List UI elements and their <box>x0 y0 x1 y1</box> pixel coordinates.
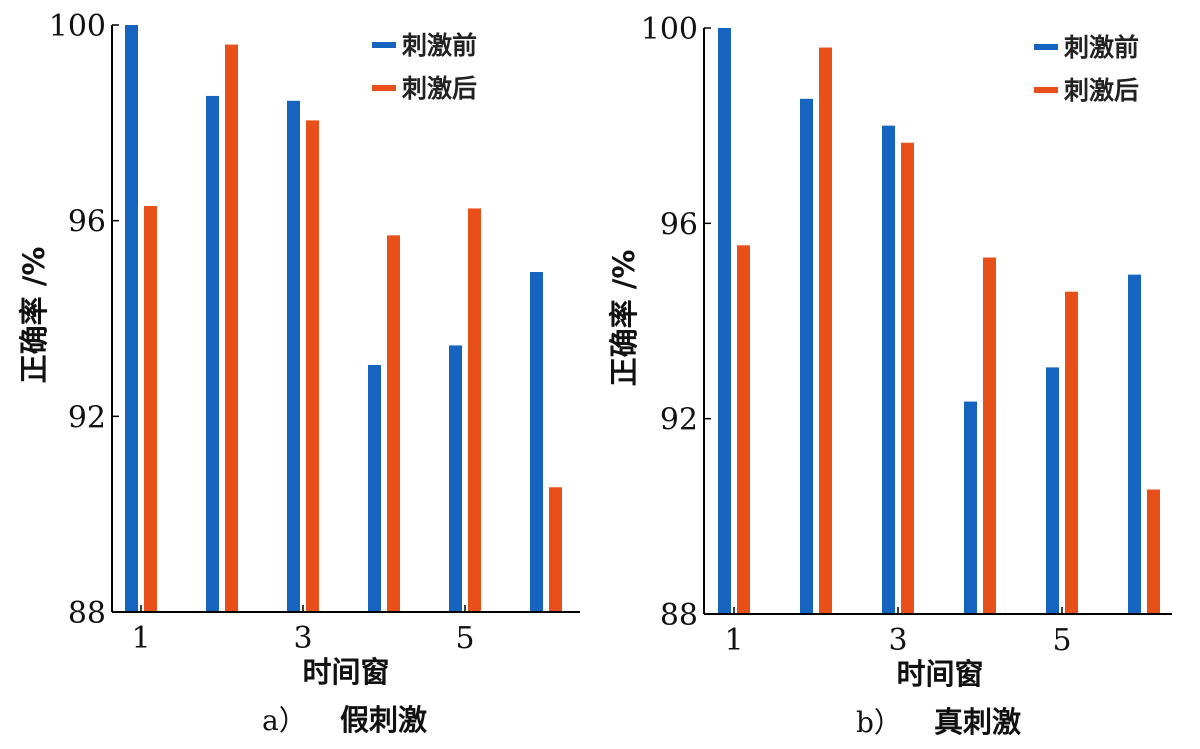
x-axis-label: 时间窗 <box>302 655 389 689</box>
y-tick-group: 100 96 92 88 <box>49 9 119 631</box>
legend-label-before: 刺激前 <box>1064 33 1139 62</box>
x-tick-label: 5 <box>455 621 474 656</box>
bar-after-1 <box>737 245 750 614</box>
bar-after-3 <box>901 142 914 614</box>
bar-group <box>125 25 562 613</box>
bar-before-1 <box>718 28 731 614</box>
x-tick-label: 5 <box>1052 623 1071 658</box>
x-tick-group: 1 3 5 <box>131 605 475 656</box>
chart-panel-a: 100 96 92 88 1 3 5 正确率 /% 时间窗 刺激前 刺激后 a） 假刺激 <box>17 9 580 737</box>
y-tick-label: 88 <box>660 598 698 633</box>
y-tick-label: 96 <box>68 205 106 240</box>
legend-label-after: 刺激后 <box>1064 76 1139 105</box>
panel-caption-title: 假刺激 <box>340 703 427 737</box>
y-tick-group: 100 96 92 88 <box>641 12 711 633</box>
x-axis-label: 时间窗 <box>896 657 983 691</box>
x-tick-label: 1 <box>131 621 150 656</box>
bar-before-5 <box>1046 367 1059 614</box>
bar-after-1 <box>144 205 157 612</box>
y-tick-label: 100 <box>641 12 698 47</box>
bar-before-2 <box>206 95 219 612</box>
chart-panel-b: 100 96 92 88 1 3 5 正确率 /% 时间窗 刺激前 刺激后 b） 真刺激 <box>607 12 1172 739</box>
bar-before-3 <box>882 125 895 615</box>
bar-after-2 <box>225 44 238 613</box>
x-tick-label: 3 <box>293 621 312 656</box>
panel-caption-label: b） <box>856 706 902 739</box>
y-tick-label: 92 <box>68 400 106 435</box>
y-axis-label: 正确率 /% <box>607 250 641 387</box>
x-tick-label: 3 <box>888 623 907 658</box>
y-tick-label: 100 <box>49 9 106 44</box>
bar-before-4 <box>368 364 381 612</box>
legend-swatch-before <box>372 42 396 48</box>
bar-before-3 <box>287 100 300 612</box>
legend-swatch-after <box>1034 87 1058 93</box>
bar-after-4 <box>983 257 996 614</box>
legend: 刺激前 刺激后 <box>1034 33 1139 105</box>
bar-after-5 <box>468 208 481 612</box>
panel-caption-label: a） <box>262 704 307 737</box>
bar-before-1 <box>125 25 138 612</box>
y-tick-label: 96 <box>660 207 698 242</box>
bar-after-6 <box>1147 489 1160 614</box>
legend-swatch-after <box>372 85 396 91</box>
panel-caption-title: 真刺激 <box>934 705 1021 739</box>
bar-before-6 <box>530 272 543 612</box>
bar-after-2 <box>819 47 832 615</box>
x-tick-label: 1 <box>724 623 743 658</box>
legend-swatch-before <box>1034 44 1058 50</box>
y-tick-label: 88 <box>68 596 106 631</box>
bar-after-5 <box>1065 291 1078 614</box>
bar-before-5 <box>449 345 462 612</box>
bar-before-2 <box>800 98 813 614</box>
bar-after-3 <box>306 120 319 612</box>
bar-after-6 <box>549 487 562 612</box>
y-axis-label: 正确率 /% <box>17 247 51 384</box>
x-tick-group: 1 3 5 <box>724 607 1072 658</box>
bar-before-6 <box>1128 274 1141 614</box>
legend-label-after: 刺激后 <box>402 74 477 103</box>
legend-label-before: 刺激前 <box>402 31 477 60</box>
bar-group <box>718 28 1160 615</box>
legend: 刺激前 刺激后 <box>372 31 477 103</box>
bar-before-4 <box>964 401 977 614</box>
bar-after-4 <box>387 235 400 612</box>
y-tick-label: 92 <box>660 403 698 438</box>
